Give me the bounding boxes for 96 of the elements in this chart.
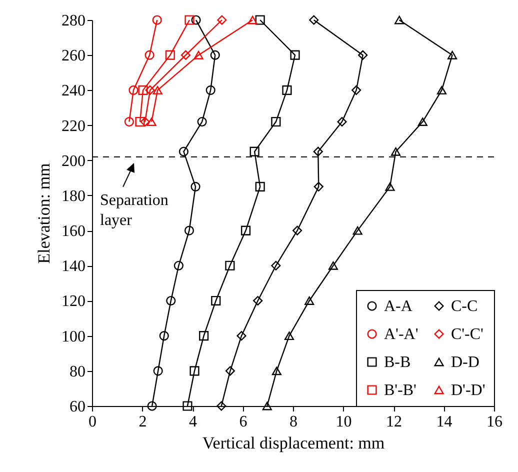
point xyxy=(178,146,188,156)
point xyxy=(236,331,246,341)
point xyxy=(448,50,458,60)
point xyxy=(314,182,324,192)
point xyxy=(436,86,447,94)
y-tick-label: 200 xyxy=(62,152,86,170)
point xyxy=(159,331,169,341)
point xyxy=(211,296,221,306)
y-tick-label: 100 xyxy=(62,328,86,346)
y-tick-label: 280 xyxy=(62,12,86,30)
x-tick-label: 0 xyxy=(88,414,96,430)
point xyxy=(225,260,235,270)
point xyxy=(337,116,347,127)
legend-label: C-C xyxy=(451,298,478,315)
point xyxy=(255,182,265,192)
point xyxy=(146,118,156,126)
point xyxy=(147,401,157,411)
point xyxy=(358,50,368,60)
y-tick-label: 240 xyxy=(62,82,86,100)
legend-label: B'-B' xyxy=(384,382,417,399)
point xyxy=(390,147,401,156)
point xyxy=(248,16,258,24)
point xyxy=(182,401,192,411)
x-tick-label: 8 xyxy=(290,414,298,430)
legend-label: D-D xyxy=(451,354,480,371)
x-tick-label: 10 xyxy=(336,414,352,430)
point xyxy=(190,366,200,376)
point xyxy=(253,296,263,306)
point xyxy=(135,116,145,127)
point xyxy=(216,401,226,411)
point xyxy=(206,85,216,95)
point xyxy=(124,116,134,127)
point xyxy=(418,118,428,126)
point xyxy=(165,50,175,60)
point xyxy=(128,85,138,95)
point xyxy=(385,182,395,191)
point xyxy=(191,15,201,25)
point xyxy=(352,226,362,235)
x-tick-label: 2 xyxy=(138,414,147,430)
point xyxy=(153,366,163,376)
point xyxy=(313,146,323,156)
point xyxy=(174,260,184,270)
legend-label: B-B xyxy=(384,354,411,371)
x-tick-label: 14 xyxy=(436,414,452,430)
legend-label: A'-A' xyxy=(384,326,418,343)
point xyxy=(282,85,292,95)
x-tick-label: 4 xyxy=(189,414,197,430)
point xyxy=(240,226,251,236)
point xyxy=(309,15,319,25)
point xyxy=(271,116,281,127)
point xyxy=(328,261,338,270)
y-tick-label: 180 xyxy=(62,188,86,205)
legend-label: D'-D' xyxy=(451,382,486,399)
y-tick-label: 260 xyxy=(62,48,86,65)
point xyxy=(394,16,404,24)
point xyxy=(225,366,235,376)
point xyxy=(166,296,176,306)
point xyxy=(290,50,300,60)
x-axis-title: Vertical displacement: mm xyxy=(202,434,385,452)
point xyxy=(304,296,314,305)
y-tick-label: 60 xyxy=(70,398,86,416)
y-axis-title: Elevation: mm xyxy=(34,163,54,264)
point xyxy=(250,146,260,156)
point xyxy=(152,15,162,25)
x-tick-label: 12 xyxy=(386,414,402,430)
legend-label: C'-C' xyxy=(451,326,484,343)
point xyxy=(140,116,150,127)
point xyxy=(190,182,200,192)
point xyxy=(180,50,190,60)
point xyxy=(284,332,294,340)
y-tick-label: 220 xyxy=(62,118,86,135)
point xyxy=(271,260,281,270)
point xyxy=(210,50,220,60)
point xyxy=(184,15,194,25)
point xyxy=(145,85,155,95)
y-tick-label: 80 xyxy=(70,363,86,380)
point xyxy=(138,85,148,95)
point xyxy=(199,331,209,341)
y-tick-label: 140 xyxy=(62,258,86,276)
y-tick-label: 160 xyxy=(62,223,86,240)
point xyxy=(144,50,154,60)
x-tick-label: 16 xyxy=(486,414,502,430)
legend-label: A-A xyxy=(384,298,413,315)
point xyxy=(217,15,227,25)
point xyxy=(262,402,272,410)
y-tick-label: 120 xyxy=(62,293,86,310)
point xyxy=(152,86,162,94)
point xyxy=(184,226,194,236)
annotation: Separation layer xyxy=(100,192,168,229)
point xyxy=(197,116,207,127)
point xyxy=(255,15,265,25)
point xyxy=(272,366,282,376)
x-tick-label: 6 xyxy=(239,414,248,430)
point xyxy=(194,50,204,60)
point xyxy=(352,85,362,95)
point xyxy=(292,226,302,236)
